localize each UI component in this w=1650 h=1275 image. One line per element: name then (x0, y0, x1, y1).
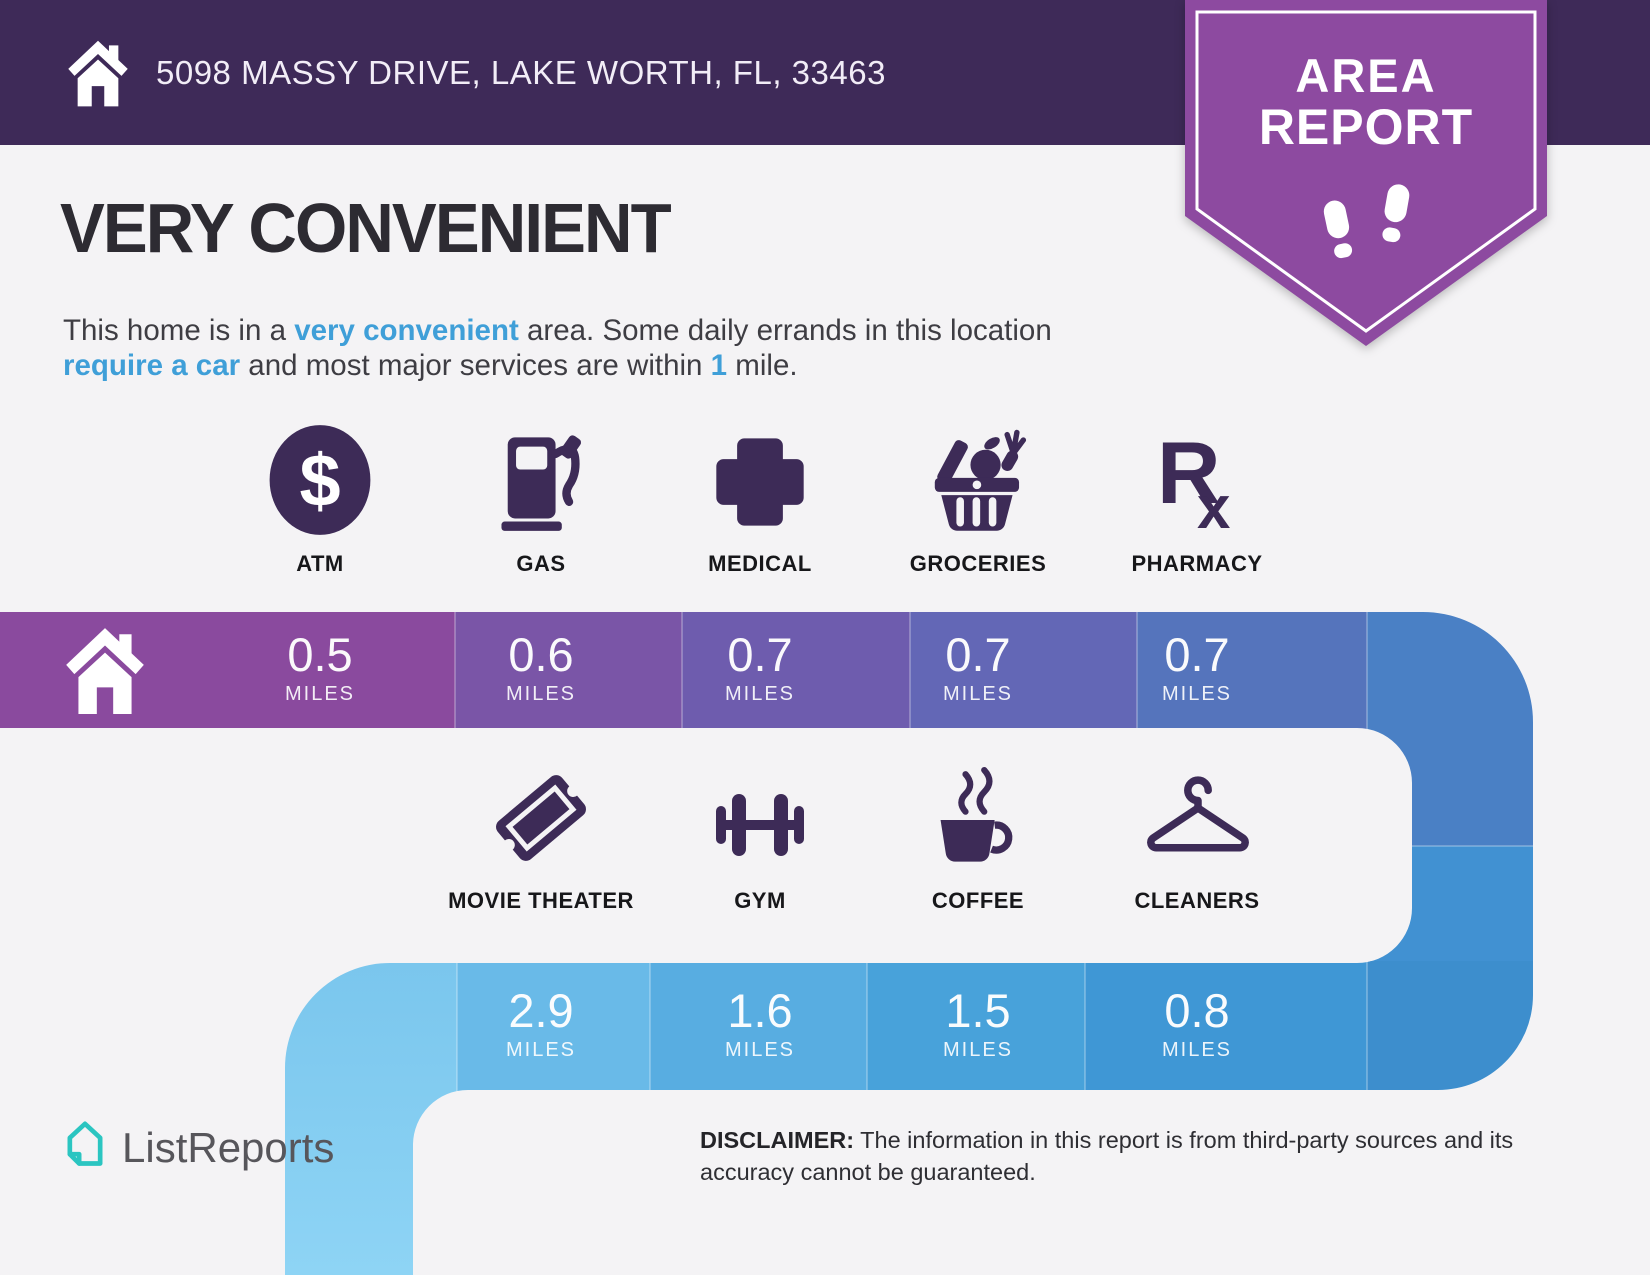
home-marker-icon (66, 628, 144, 714)
intro-part: area. Some daily errands in this locatio… (518, 313, 1052, 347)
distance-value: 2.9 (508, 984, 574, 1038)
distance-unit: MILES (724, 682, 796, 705)
movie-theater-icon (496, 775, 586, 861)
disclaimer-label: DISCLAIMER: (700, 1127, 855, 1153)
groceries-icon (934, 429, 1027, 531)
distance-value: 0.6 (508, 628, 574, 682)
poi-label-atm: ATM (296, 551, 344, 576)
medical-icon (716, 438, 804, 526)
poi-label-medical: MEDICAL (708, 551, 812, 576)
poi-label-movie-theater: MOVIE THEATER (448, 888, 634, 913)
svg-text:$: $ (299, 439, 340, 522)
distance-unit: MILES (942, 1038, 1014, 1061)
distance-pharmacy: 0.7 MILES (1097, 620, 1297, 716)
distance-gym: 1.6 MILES (660, 972, 860, 1076)
poi-label-groceries: GROCERIES (909, 551, 1047, 576)
distance-value: 0.7 (727, 628, 793, 682)
intro-part: This home is in a (63, 313, 295, 347)
intro-highlight: require a car (63, 349, 241, 383)
distance-unit: MILES (284, 682, 356, 705)
listreports-logo-icon (67, 1121, 103, 1166)
distance-value: 0.8 (1164, 984, 1230, 1038)
distance-value: 0.7 (1164, 628, 1230, 682)
disclaimer-text: The information in this report is from t… (700, 1127, 1514, 1186)
poi-label-gym: GYM (734, 888, 786, 913)
intro-part: and most major services are within (240, 349, 711, 383)
svg-text:R: R (1157, 428, 1221, 522)
gym-icon (716, 794, 804, 856)
listreports-logo-text: ListReports (122, 1124, 335, 1171)
property-address: 5098 MASSY DRIVE, LAKE WORTH, FL, 33463 (156, 53, 886, 91)
poi-label-gas: GAS (516, 551, 566, 576)
atm-icon: $ (269, 425, 371, 535)
footprints-icon (1323, 184, 1410, 259)
poi-label-coffee: COFFEE (931, 888, 1025, 913)
gas-icon (501, 435, 582, 531)
distance-movie-theater: 2.9 MILES (441, 972, 641, 1076)
intro-text: This home is in a very convenient area. … (63, 313, 1063, 385)
distance-medical: 0.7 MILES (660, 620, 860, 716)
badge-line1: AREA (1295, 49, 1436, 102)
distance-value: 0.5 (287, 628, 353, 682)
coffee-icon (940, 766, 1013, 862)
distance-atm: 0.5 MILES (220, 620, 420, 716)
distance-unit: MILES (1161, 682, 1233, 705)
distance-unit: MILES (1161, 1038, 1233, 1061)
distance-value: 0.7 (945, 628, 1011, 682)
svg-text:x: x (1197, 474, 1230, 534)
distance-unit: MILES (724, 1038, 796, 1061)
disclaimer: DISCLAIMER: The information in this repo… (700, 1124, 1540, 1189)
intro-part: mile. (727, 349, 798, 383)
distance-unit: MILES (505, 1038, 577, 1061)
pharmacy-icon: R x (1157, 428, 1230, 534)
home-icon (68, 40, 128, 107)
area-report-badge: AREA REPORT (1185, 0, 1547, 346)
distance-groceries: 0.7 MILES (878, 620, 1078, 716)
distance-value: 1.6 (727, 984, 793, 1038)
distance-value: 1.5 (945, 984, 1011, 1038)
intro-highlight: very convenient (294, 313, 519, 347)
intro-highlight: 1 (710, 349, 728, 383)
badge-line2: REPORT (1259, 99, 1473, 155)
cleaners-icon (1147, 776, 1249, 852)
distance-unit: MILES (942, 682, 1014, 705)
page-title: VERY CONVENIENT (60, 189, 672, 267)
poi-label-cleaners: CLEANERS (1134, 888, 1260, 913)
distance-coffee: 1.5 MILES (878, 972, 1078, 1076)
distance-gas: 0.6 MILES (441, 620, 641, 716)
poi-label-pharmacy: PHARMACY (1131, 551, 1263, 576)
distance-unit: MILES (505, 682, 577, 705)
distance-cleaners: 0.8 MILES (1097, 972, 1297, 1076)
